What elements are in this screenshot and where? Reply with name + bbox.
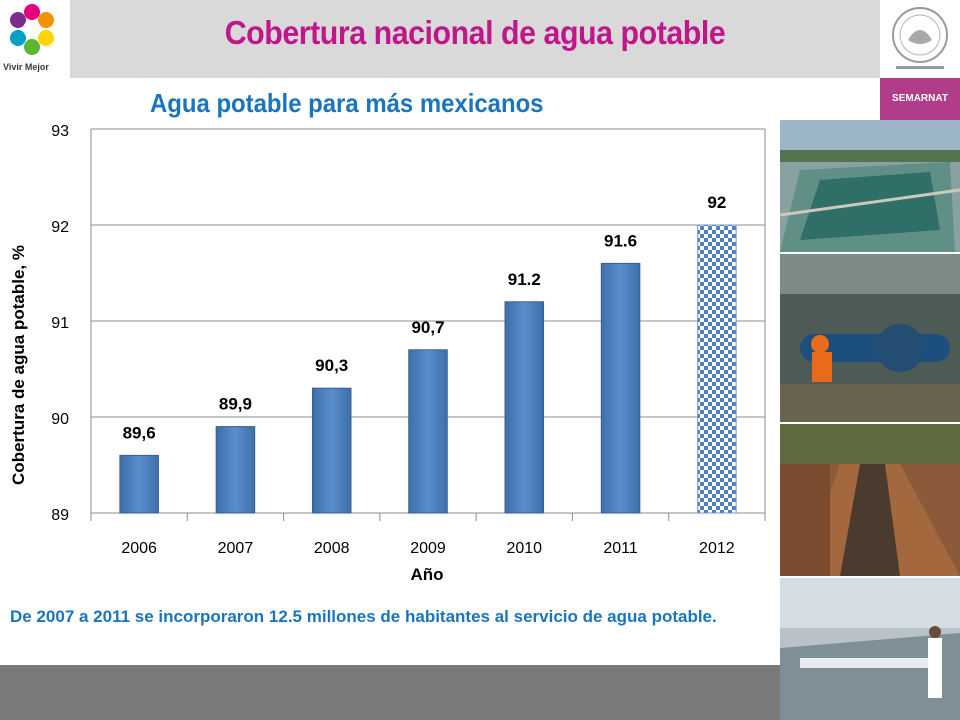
x-tick-label: 2008 [314, 540, 350, 557]
x-tick-label: 2011 [603, 540, 638, 557]
semarnat-badge: SEMARNAT [880, 78, 960, 120]
y-tick-labels: 89 90 91 92 93 [51, 123, 69, 524]
x-tick-label: 2007 [218, 540, 254, 557]
government-seal [880, 0, 960, 78]
bar [504, 301, 545, 514]
bar [311, 387, 352, 514]
y-tick-label: 89 [51, 507, 69, 524]
data-label: 89,9 [219, 395, 252, 414]
bar [215, 426, 256, 514]
logo-text: Vivir Mejor [3, 62, 49, 72]
flower-logo-icon [10, 4, 54, 55]
footnote-text: De 2007 a 2011 se incorporaron 12.5 mill… [10, 607, 717, 626]
bar [408, 349, 448, 514]
page-title: Cobertura nacional de agua potable [224, 14, 726, 51]
bar-projected [697, 224, 737, 514]
header: Vivir Mejor Cobertura nacional de agua p… [0, 0, 960, 78]
bar [600, 262, 641, 514]
y-axis-label: Cobertura de agua potable, % [9, 245, 28, 485]
bars [119, 224, 737, 514]
x-tick-label: 2010 [506, 540, 542, 557]
y-tick-label: 93 [51, 123, 69, 140]
footer-band [0, 665, 780, 720]
seal-icon [892, 7, 948, 69]
data-label: 90,3 [315, 356, 348, 375]
y-tick-label: 91 [51, 315, 69, 332]
data-label: 89,6 [123, 423, 156, 442]
bar-chart: 89 90 91 92 93 89,6 89,9 90,3 90,7 91.2 91.6 92 20… [9, 123, 766, 584]
data-label: 91.6 [604, 231, 637, 250]
photo-strip [780, 120, 960, 720]
x-tick-label: 2006 [121, 540, 157, 557]
data-labels: 89,6 89,9 90,3 90,7 91.2 91.6 92 [123, 193, 727, 442]
photo-water-tanks [780, 120, 960, 252]
data-label: 92 [707, 193, 726, 212]
photo-trench [780, 424, 960, 576]
data-label: 91.2 [508, 270, 541, 289]
photo-treatment-plant [780, 578, 960, 720]
title-band [70, 0, 880, 78]
x-tick-labels: 2006 2007 2008 2009 2010 2011 2012 [90, 513, 766, 557]
vivir-mejor-logo: Vivir Mejor [0, 0, 62, 78]
photo-pipes-workers [780, 254, 960, 422]
x-tick-label: 2009 [410, 540, 446, 557]
bar [119, 454, 159, 514]
data-label: 90,7 [411, 318, 444, 337]
x-axis-label: Año [410, 565, 443, 584]
chart-title: Agua potable para más mexicanos [150, 88, 544, 118]
y-tick-label: 92 [51, 219, 69, 236]
x-tick-label: 2012 [699, 540, 735, 557]
y-tick-label: 90 [51, 411, 69, 428]
